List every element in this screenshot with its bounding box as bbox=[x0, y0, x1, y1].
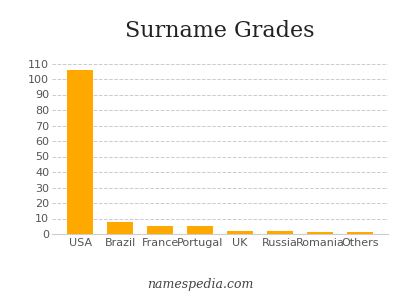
Bar bbox=[67, 70, 93, 234]
Bar bbox=[307, 232, 333, 234]
Bar bbox=[147, 226, 173, 234]
Title: Surname Grades: Surname Grades bbox=[125, 20, 315, 42]
Bar bbox=[267, 231, 293, 234]
Bar bbox=[187, 226, 213, 234]
Bar bbox=[227, 231, 253, 234]
Text: namespedia.com: namespedia.com bbox=[147, 278, 253, 291]
Bar bbox=[107, 222, 133, 234]
Bar bbox=[347, 232, 373, 234]
